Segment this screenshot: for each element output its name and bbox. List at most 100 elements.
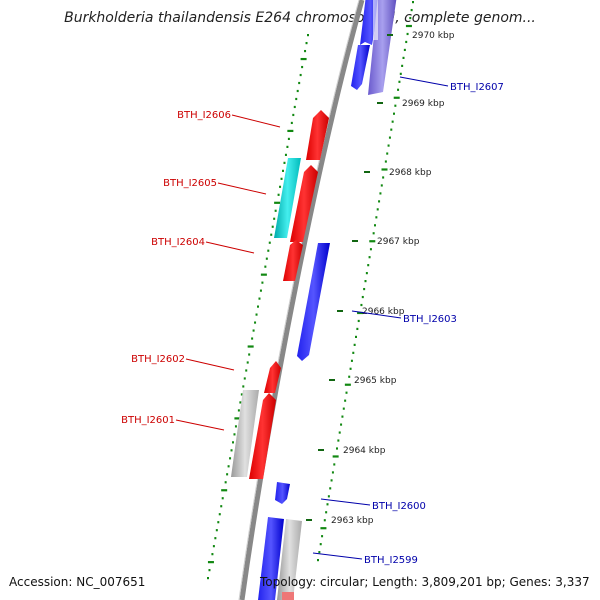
gc-dot <box>307 34 309 37</box>
gc-dot <box>273 217 276 220</box>
gene-arrow-2602[interactable] <box>264 361 281 393</box>
gc-dot <box>381 168 388 171</box>
gc-dot <box>412 1 414 4</box>
gene-label-leader <box>399 76 449 87</box>
gc-dot <box>350 359 353 362</box>
gc-dot <box>379 192 382 195</box>
gc-dot <box>296 89 299 93</box>
gc-dot <box>317 559 319 562</box>
gc-dot <box>300 57 307 61</box>
gc-dot <box>267 249 270 252</box>
gene-white-gap <box>373 0 378 40</box>
gene-label-right[interactable]: BTH_I2607 <box>450 82 504 93</box>
gc-dot <box>338 431 341 434</box>
gc-dot <box>391 120 394 123</box>
kbp-tick-label: 2967 kbp <box>377 237 420 247</box>
gene-arrow-2597[interactable] <box>282 592 294 600</box>
gc-dot <box>410 8 413 12</box>
gc-dot <box>257 305 259 308</box>
gc-dot <box>242 385 245 388</box>
gene-arrow-2598-other[interactable] <box>277 519 302 600</box>
genome-summary: Topology: circular; Length: 3,809,201 bp… <box>260 575 590 589</box>
map-title: Burkholderia thailandensis E264 chromoso… <box>64 10 536 26</box>
gene-arrow-2605[interactable] <box>290 165 318 242</box>
gc-dot <box>259 289 262 292</box>
gc-dot <box>304 49 307 53</box>
gc-dot <box>268 241 271 244</box>
gc-dot <box>243 377 246 380</box>
gc-dot <box>240 393 243 396</box>
gene-label-leader <box>231 114 281 128</box>
kbp-tick-label: 2963 kbp <box>331 516 374 526</box>
gc-dot <box>284 153 287 156</box>
gc-dot <box>390 128 393 131</box>
gc-dot <box>220 505 223 508</box>
gc-dot <box>374 224 376 227</box>
gc-dot <box>365 272 368 275</box>
gene-label-left[interactable]: BTH_I2605 <box>163 178 217 189</box>
gc-dot <box>255 313 258 316</box>
gc-dot <box>332 455 339 458</box>
gene-arrow-2604[interactable] <box>283 240 303 281</box>
gene-arrow-2605-rna[interactable] <box>274 158 301 238</box>
gene-label-right[interactable]: BTH_I2599 <box>364 555 418 566</box>
gc-dot <box>279 185 282 188</box>
gc-dot <box>245 369 248 372</box>
gene-label-left[interactable]: BTH_I2606 <box>177 110 231 121</box>
gc-dot <box>345 391 348 394</box>
gc-dot <box>218 513 221 516</box>
gc-dot <box>287 129 294 133</box>
gc-dot <box>382 176 385 179</box>
gene-label-left[interactable]: BTH_I2602 <box>131 354 185 365</box>
gc-dot <box>270 233 273 236</box>
gc-dot <box>214 537 217 540</box>
gene-arrow-2601[interactable] <box>249 393 276 479</box>
gc-dot <box>248 353 251 356</box>
gc-dot <box>221 497 224 500</box>
kbp-tick-label: 2965 kbp <box>354 376 397 386</box>
gc-dot <box>355 335 357 338</box>
gene-label-left[interactable]: BTH_I2604 <box>151 237 205 248</box>
gc-dot <box>387 144 390 147</box>
gc-dot <box>378 200 381 203</box>
gc-dot <box>340 423 343 426</box>
gene-label-right[interactable]: BTH_I2603 <box>403 314 457 325</box>
gc-dot <box>344 399 347 402</box>
gene-arrow-2607a[interactable] <box>351 45 370 90</box>
gc-dot <box>286 145 289 148</box>
gc-dot <box>394 104 397 107</box>
kbp-tick-label: 2969 kbp <box>402 99 445 109</box>
gc-dot <box>342 407 345 410</box>
gc-dot <box>292 113 295 117</box>
gene-arrow-2603[interactable] <box>297 243 330 361</box>
gc-dot <box>239 401 242 404</box>
gene-arrow-2607[interactable] <box>368 0 397 95</box>
gene-arrow-2600[interactable] <box>275 482 290 504</box>
gc-dot <box>211 553 214 556</box>
gene-arrow-2606[interactable] <box>306 110 329 160</box>
gene-arrow-2601-other[interactable] <box>231 390 259 477</box>
gene-label-left[interactable]: BTH_I2601 <box>121 415 175 426</box>
accession-label: Accession: NC_007651 <box>9 575 146 589</box>
gc-dot <box>237 409 240 412</box>
gc-dot <box>258 297 261 300</box>
gc-dot <box>405 40 408 44</box>
kbp-tick-label: 2970 kbp <box>412 31 455 41</box>
gene-label-leader <box>217 182 267 195</box>
kbp-tick-label: 2964 kbp <box>343 446 386 456</box>
kbp-tick-label: 2966 kbp <box>362 307 405 317</box>
gc-skew-tracks <box>207 1 414 580</box>
gc-dot <box>280 177 283 180</box>
gene-label-right[interactable]: BTH_I2600 <box>372 501 426 512</box>
gc-dot <box>333 463 336 466</box>
gc-dot <box>277 193 280 196</box>
gc-dot <box>352 351 355 354</box>
gc-dot <box>234 417 241 420</box>
gc-dot <box>336 447 338 450</box>
gene-arrow-2599[interactable] <box>258 517 284 600</box>
gc-dot <box>320 527 327 530</box>
gc-dot <box>265 257 268 260</box>
gc-dot <box>348 375 351 378</box>
gc-dot <box>226 473 229 476</box>
gc-dot <box>369 248 372 251</box>
